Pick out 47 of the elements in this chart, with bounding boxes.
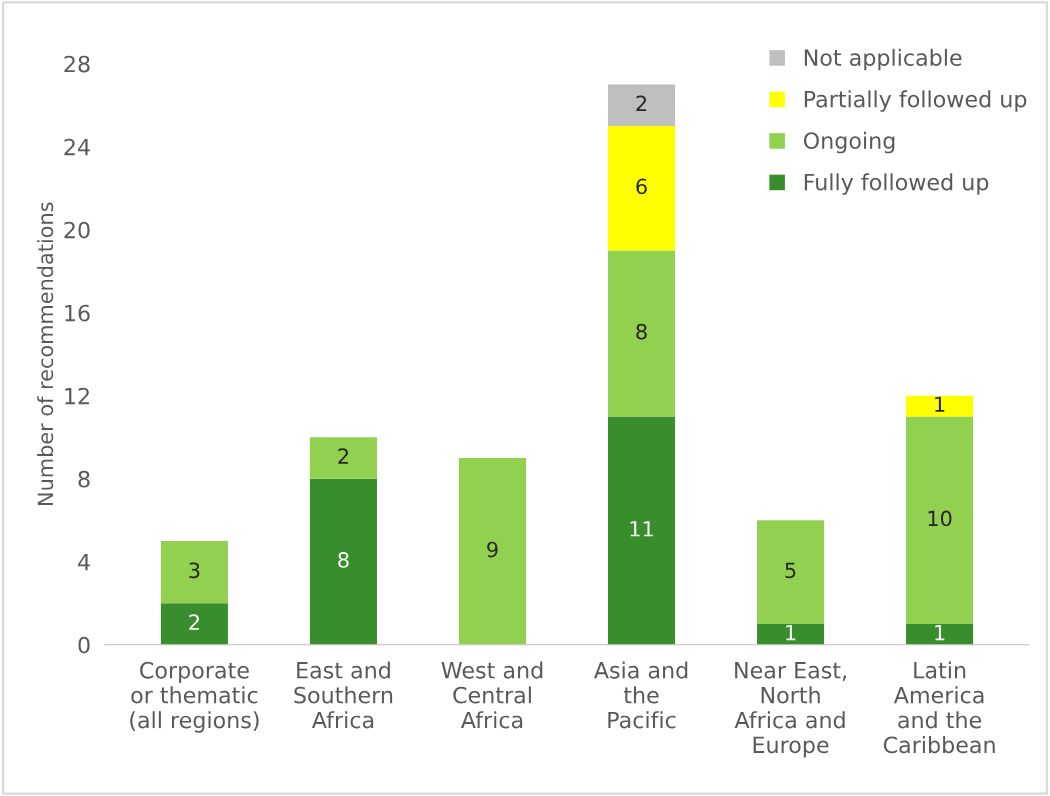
- bar: [906, 624, 974, 645]
- y-tick-label: 12: [65, 387, 89, 405]
- legend-label: Fully followed up: [804, 173, 989, 195]
- bar: [607, 84, 676, 126]
- data-label: 10: [928, 510, 952, 527]
- data-label: 2: [338, 448, 348, 464]
- bar: [607, 125, 676, 251]
- x-tick-label: Asia and the Pacific: [593, 661, 688, 729]
- data-label: 2: [636, 95, 647, 111]
- bar: [309, 437, 377, 479]
- bar: [906, 416, 974, 625]
- legend-label: Partially followed up: [804, 90, 1027, 112]
- bar: [757, 624, 825, 645]
- x-tick-label: East and Southern Africa: [294, 661, 393, 729]
- x-tick-label: Latin America and the Caribbean: [883, 661, 995, 754]
- y-axis-title: Number of recommendations: [37, 202, 54, 505]
- x-tick-label: West and Central Africa: [441, 661, 543, 729]
- y-tick-label: 0: [78, 636, 90, 654]
- bar: [309, 478, 377, 645]
- data-label: 6: [636, 178, 647, 195]
- y-tick-label: 28: [64, 55, 90, 73]
- bar: [757, 520, 825, 625]
- y-tick-label: 20: [64, 221, 90, 239]
- bar: [458, 457, 527, 645]
- bar: [607, 250, 676, 417]
- y-tick-label: 8: [78, 470, 90, 488]
- data-label: 1: [935, 396, 945, 412]
- y-tick-label: 4: [78, 553, 90, 571]
- bar: [160, 603, 228, 645]
- bar: [607, 416, 676, 645]
- data-label: 5: [785, 562, 796, 579]
- data-label: 1: [935, 624, 945, 641]
- data-label: 8: [636, 323, 647, 340]
- data-label: 8: [338, 552, 349, 568]
- y-tick-label: 16: [65, 304, 90, 322]
- bar: [906, 395, 974, 417]
- data-label: 9: [487, 541, 498, 558]
- y-tick-label: 24: [64, 138, 90, 156]
- bar: [160, 541, 228, 604]
- data-label: 1: [786, 624, 796, 641]
- legend-label: Not applicable: [804, 48, 962, 71]
- data-label: 2: [189, 614, 199, 630]
- data-label: 11: [630, 521, 653, 537]
- legend-label: Ongoing: [803, 131, 895, 154]
- data-label: 3: [189, 562, 200, 579]
- x-tick-label: Near East, North Africa and Europe: [734, 662, 846, 758]
- x-tick-label: Corporate or thematic (all regions): [130, 661, 259, 733]
